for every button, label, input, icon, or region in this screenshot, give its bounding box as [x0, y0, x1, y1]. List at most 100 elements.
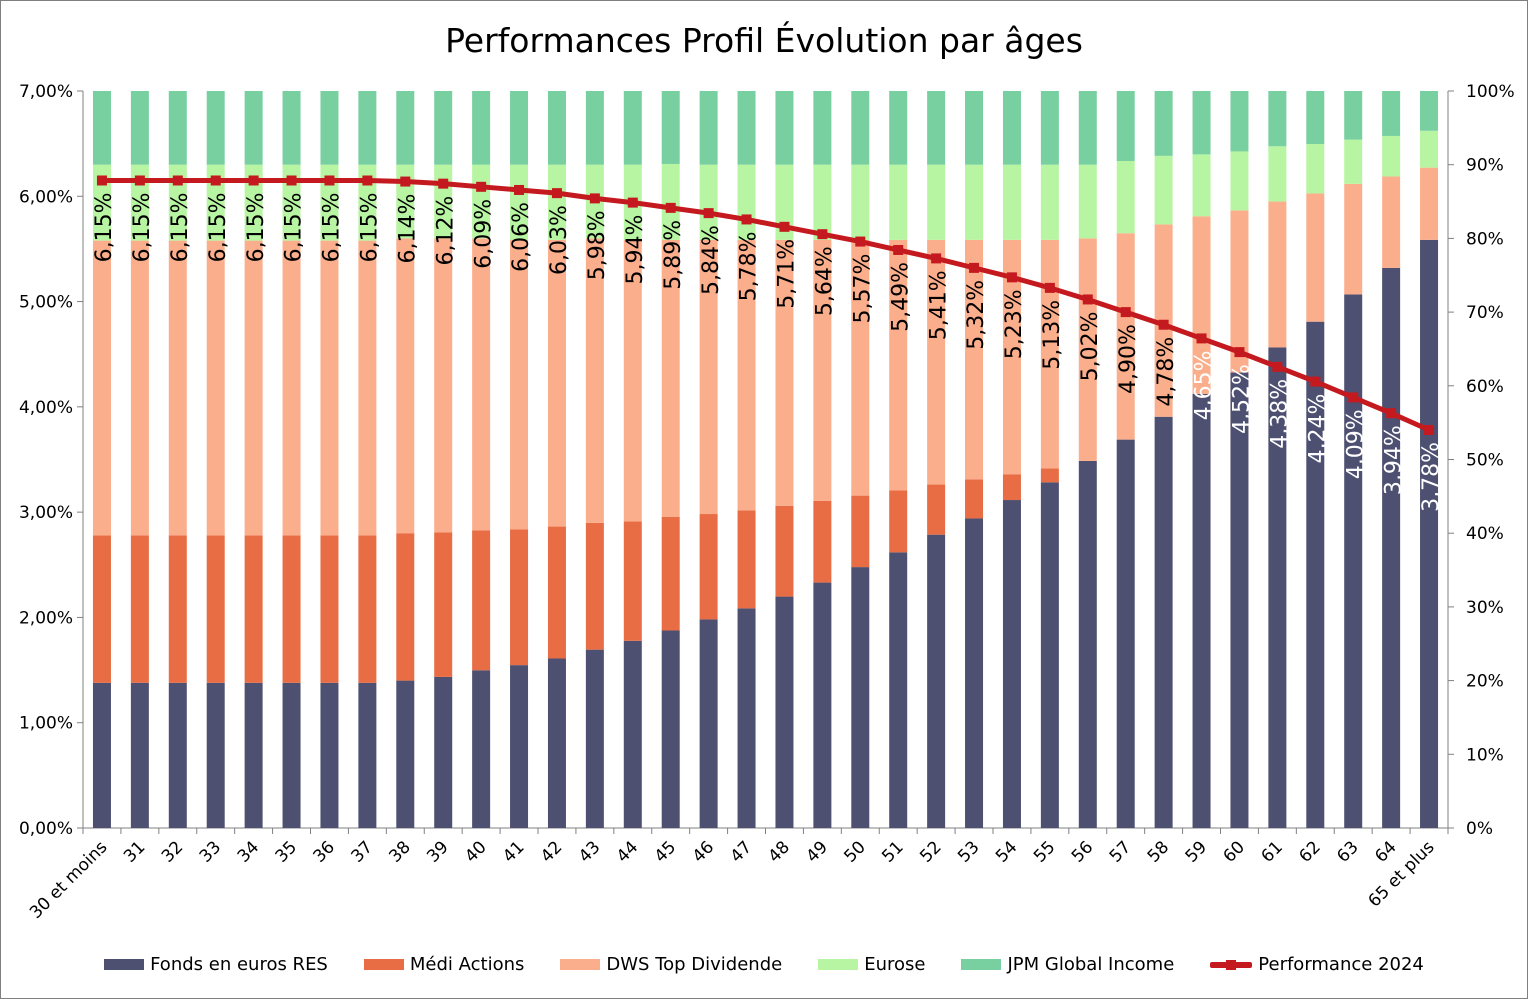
bar-segment — [1002, 164, 1021, 240]
bar-segment — [206, 535, 225, 683]
bar-segment — [1420, 91, 1439, 131]
bar-segment — [1344, 183, 1363, 295]
performance-data-label: 6,15% — [92, 192, 117, 262]
performance-marker — [1310, 376, 1321, 387]
x-tick-label: 59 — [1182, 837, 1211, 866]
x-tick-label: 51 — [878, 837, 907, 866]
bar-segment — [927, 534, 946, 828]
bar-segment — [623, 239, 642, 522]
bar-segment — [775, 164, 794, 240]
bar-segment — [661, 516, 680, 631]
performance-data-label: 5,49% — [888, 262, 913, 332]
performance-marker — [741, 214, 752, 225]
legend-swatch — [560, 959, 601, 970]
bar-segment — [472, 670, 491, 828]
performance-data-label: 4,78% — [1154, 337, 1179, 407]
bar-segment — [92, 682, 111, 828]
bar-segment — [889, 91, 908, 165]
legend-label: DWS Top Dividende — [606, 954, 783, 975]
bar-segment — [1192, 393, 1211, 828]
bar-segment — [1116, 439, 1135, 828]
chart-legend: Fonds en euros RES Médi Actions DWS Top Di… — [1, 954, 1527, 975]
performance-marker — [817, 229, 828, 240]
y-right-tick-label: 60% — [1466, 377, 1504, 397]
performance-data-label: 4,38% — [1268, 379, 1293, 449]
bar-segment — [1116, 91, 1135, 162]
bar-segment — [851, 495, 870, 568]
bar-segment — [282, 535, 301, 683]
x-tick-label: 31 — [120, 837, 149, 866]
x-tick-label: 35 — [272, 837, 301, 866]
bar-segment — [358, 682, 377, 828]
y-right-tick-label: 100% — [1466, 82, 1515, 102]
bar-segment — [737, 91, 756, 165]
bar-segment — [1382, 176, 1401, 268]
bar-segment — [699, 514, 718, 620]
performance-data-label: 6,15% — [206, 192, 231, 262]
legend-label: Fonds en euros RES — [150, 954, 328, 975]
y-right-tick-label: 10% — [1466, 745, 1504, 765]
legend-item: Médi Actions — [363, 954, 524, 975]
bar-segment — [396, 238, 415, 534]
bar-segment — [396, 533, 415, 681]
bar-segment — [737, 239, 756, 511]
bar-segment — [737, 510, 756, 609]
bar-segment — [775, 239, 794, 506]
bar-segment — [1078, 460, 1097, 828]
bar-segment — [965, 518, 984, 828]
bar-segment — [434, 238, 453, 533]
bar-segment — [1382, 267, 1401, 828]
performance-data-label: 5,32% — [964, 280, 989, 350]
legend-label: Eurose — [864, 954, 926, 975]
legend-item: DWS Top Dividende — [560, 954, 782, 975]
bar-segment — [1040, 468, 1059, 483]
bar-segment — [1078, 238, 1097, 461]
legend-swatch — [1210, 959, 1253, 970]
x-tick-label: 46 — [689, 837, 718, 866]
bar-segment — [547, 164, 566, 240]
performance-marker — [931, 253, 942, 264]
bar-segment — [775, 505, 794, 597]
bar-segment — [282, 91, 301, 165]
performance-marker — [1120, 307, 1131, 318]
bar-segment — [1002, 474, 1021, 501]
y-left-tick-label: 7,00% — [19, 82, 73, 102]
bar-segment — [813, 500, 832, 583]
bar-segment — [1230, 91, 1249, 152]
bar-segment — [472, 91, 491, 165]
bar-segment — [1420, 167, 1439, 240]
x-tick-label: 49 — [802, 837, 831, 866]
y-right-tick-label: 20% — [1466, 672, 1504, 692]
performance-marker — [1348, 392, 1359, 403]
bar-segment — [661, 239, 680, 517]
performance-data-label: 5,89% — [661, 220, 686, 290]
performance-data-label: 6,14% — [395, 194, 420, 264]
bar-segment — [244, 240, 263, 536]
bar-segment — [585, 522, 604, 650]
bar-segment — [1154, 155, 1173, 225]
bar-segment — [358, 535, 377, 683]
performance-data-label: 6,12% — [433, 196, 458, 266]
legend-item: JPM Global Income — [961, 954, 1174, 975]
y-right-tick-label: 30% — [1466, 598, 1504, 618]
performance-data-label: 6,15% — [282, 192, 307, 262]
x-tick-label: 47 — [727, 837, 756, 866]
x-tick-label: 58 — [1144, 837, 1173, 866]
performance-marker — [627, 197, 638, 208]
performance-marker — [96, 175, 107, 186]
bar-segment — [585, 238, 604, 523]
x-tick-label: 34 — [234, 837, 263, 866]
x-tick-label: 55 — [1030, 837, 1059, 866]
x-tick-label: 45 — [651, 837, 680, 866]
x-tick-label: 39 — [423, 837, 452, 866]
performance-data-label: 5,64% — [813, 246, 838, 316]
bar-segment — [1268, 347, 1287, 828]
bar-segment — [1040, 91, 1059, 165]
bar-segment — [851, 239, 870, 496]
performance-data-label: 6,15% — [358, 192, 383, 262]
bar-segment — [92, 91, 111, 165]
bar-segment — [585, 649, 604, 828]
performance-data-label: 5,94% — [623, 215, 648, 285]
bar-segment — [623, 640, 642, 828]
